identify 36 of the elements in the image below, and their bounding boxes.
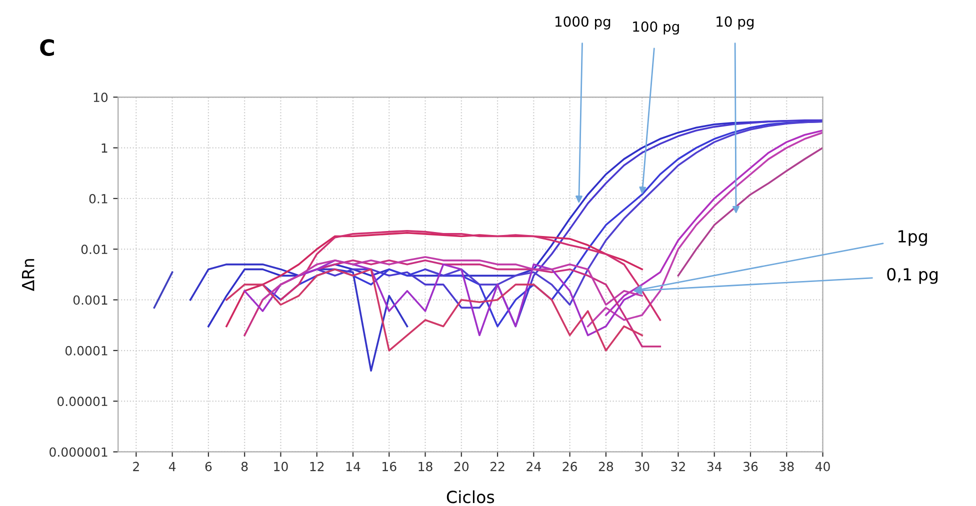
x-tick-label: 30 <box>635 462 650 472</box>
x-tick-label: 34 <box>707 462 722 472</box>
y-tick-label: 0.00001 <box>58 396 108 406</box>
y-tick-label: 0.001 <box>73 295 108 305</box>
x-tick-label: 24 <box>526 462 541 472</box>
y-axis-title: ΔRn <box>22 259 34 292</box>
x-tick-label: 4 <box>168 462 176 472</box>
y-tick-label: 0.000001 <box>50 447 108 457</box>
y-tick-label: 0.1 <box>89 194 108 204</box>
x-tick-label: 38 <box>780 462 794 472</box>
x-tick-label: 18 <box>418 462 432 472</box>
y-tick-label: 10 <box>94 92 108 102</box>
x-tick-label: 6 <box>205 462 212 472</box>
x-tick-label: 36 <box>743 462 758 472</box>
x-tick-label: 20 <box>454 462 469 472</box>
x-tick-label: 40 <box>815 462 830 472</box>
x-tick-label: 32 <box>671 462 685 472</box>
annotation: 0,1 pg <box>887 268 938 284</box>
x-axis-title: Ciclos <box>446 490 494 504</box>
y-tick-label: 0.0001 <box>65 346 108 356</box>
x-tick-label: 2 <box>133 462 139 472</box>
annotation: 1pg <box>898 230 927 246</box>
annotation: 1000 pg <box>556 16 610 30</box>
y-tick-label: 0.01 <box>81 244 108 254</box>
x-tick-label: 26 <box>562 462 577 472</box>
x-tick-label: 22 <box>490 462 504 472</box>
text: C <box>40 39 54 56</box>
x-tick-label: 14 <box>346 462 360 472</box>
x-tick-label: 16 <box>382 462 396 472</box>
annotation: 10 pg <box>716 16 754 30</box>
x-tick-label: 12 <box>310 462 324 472</box>
x-tick-label: 10 <box>274 462 288 472</box>
y-tick-label: 1 <box>102 143 108 153</box>
annotation: 100 pg <box>633 21 679 35</box>
x-tick-label: 8 <box>241 462 248 472</box>
x-tick-label: 28 <box>598 462 614 472</box>
